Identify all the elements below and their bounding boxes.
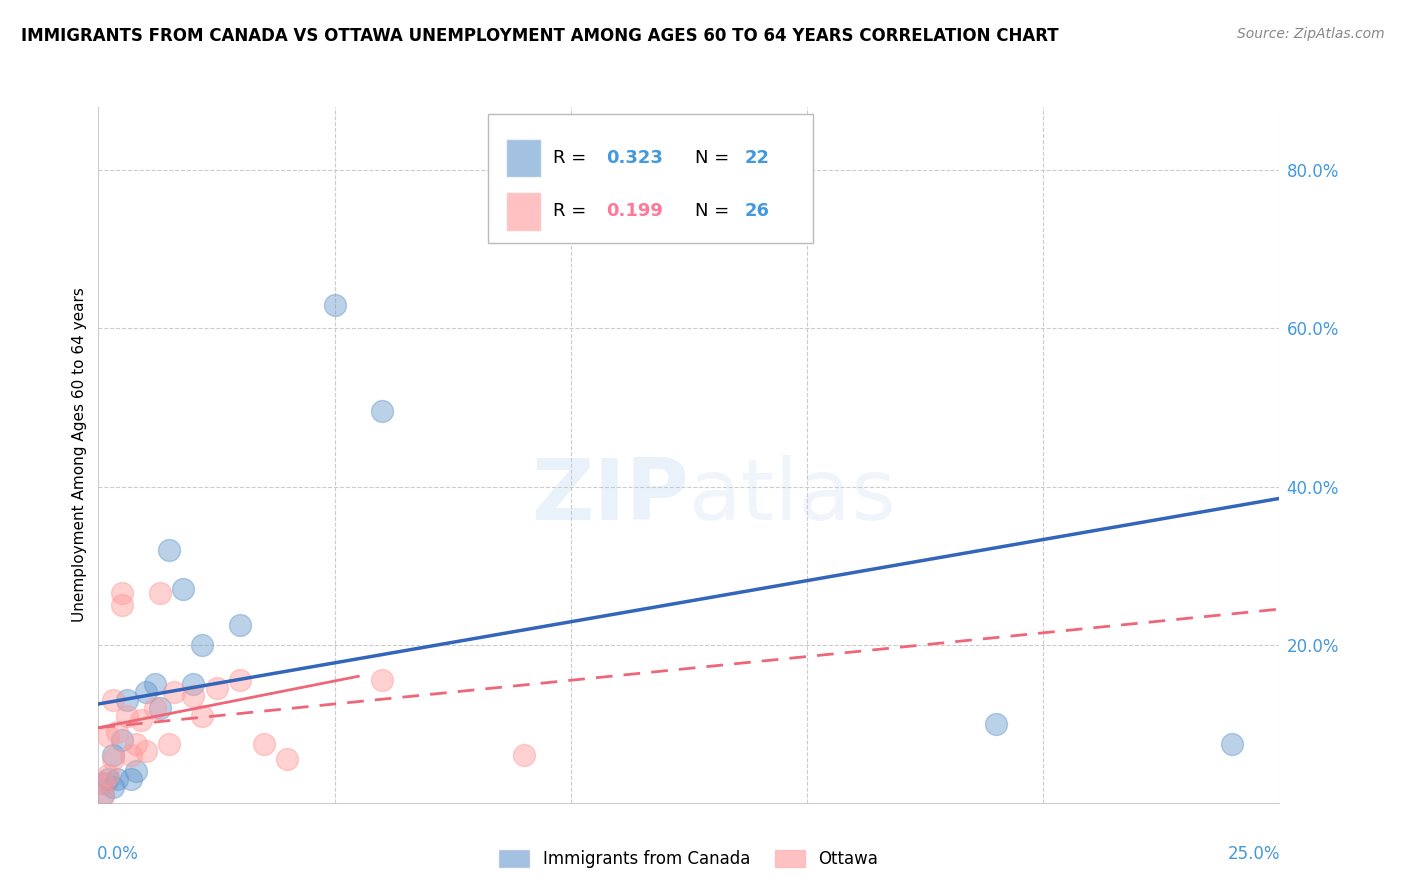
- Point: [125, 764, 148, 779]
- Point: [229, 673, 252, 688]
- Point: [91, 788, 114, 802]
- Point: [323, 298, 346, 312]
- Point: [157, 542, 180, 557]
- Point: [157, 737, 180, 751]
- Point: [276, 752, 298, 766]
- Text: 25.0%: 25.0%: [1229, 845, 1281, 863]
- Legend: Immigrants from Canada, Ottawa: Immigrants from Canada, Ottawa: [494, 843, 884, 874]
- Text: 0.0%: 0.0%: [97, 845, 139, 863]
- Point: [181, 677, 204, 691]
- Point: [97, 768, 120, 782]
- Point: [115, 693, 138, 707]
- Text: 0.323: 0.323: [606, 149, 664, 167]
- Point: [371, 404, 394, 418]
- Point: [163, 685, 186, 699]
- Point: [253, 737, 276, 751]
- Point: [97, 772, 120, 786]
- Text: 0.199: 0.199: [606, 202, 664, 220]
- Point: [191, 638, 214, 652]
- Point: [105, 772, 128, 786]
- Point: [101, 693, 124, 707]
- Point: [121, 748, 143, 763]
- Point: [1220, 737, 1243, 751]
- Text: Source: ZipAtlas.com: Source: ZipAtlas.com: [1237, 27, 1385, 41]
- Point: [135, 744, 157, 758]
- Point: [371, 673, 394, 688]
- Text: 22: 22: [744, 149, 769, 167]
- Point: [149, 701, 172, 715]
- FancyBboxPatch shape: [488, 114, 813, 243]
- Point: [149, 586, 172, 600]
- Text: R =: R =: [553, 149, 592, 167]
- Y-axis label: Unemployment Among Ages 60 to 64 years: Unemployment Among Ages 60 to 64 years: [72, 287, 87, 623]
- Point: [143, 677, 166, 691]
- Bar: [506, 193, 541, 230]
- Bar: [506, 138, 541, 177]
- Point: [91, 776, 114, 790]
- Point: [172, 582, 194, 597]
- Point: [125, 737, 148, 751]
- Point: [91, 788, 114, 802]
- Text: N =: N =: [695, 149, 735, 167]
- Point: [111, 586, 134, 600]
- Text: N =: N =: [695, 202, 735, 220]
- Text: ZIP: ZIP: [531, 455, 689, 538]
- Point: [121, 772, 143, 786]
- Text: atlas: atlas: [689, 455, 897, 538]
- Point: [205, 681, 228, 695]
- Text: IMMIGRANTS FROM CANADA VS OTTAWA UNEMPLOYMENT AMONG AGES 60 TO 64 YEARS CORRELAT: IMMIGRANTS FROM CANADA VS OTTAWA UNEMPLO…: [21, 27, 1059, 45]
- Point: [229, 618, 252, 632]
- Point: [101, 780, 124, 794]
- Point: [512, 748, 534, 763]
- Point: [91, 776, 114, 790]
- Point: [143, 701, 166, 715]
- Point: [101, 752, 124, 766]
- Point: [111, 598, 134, 612]
- Text: 26: 26: [744, 202, 769, 220]
- Text: R =: R =: [553, 202, 592, 220]
- Point: [105, 724, 128, 739]
- Point: [101, 748, 124, 763]
- Point: [97, 729, 120, 743]
- Point: [984, 716, 1007, 731]
- Point: [135, 685, 157, 699]
- Point: [181, 689, 204, 703]
- Point: [115, 708, 138, 723]
- Point: [111, 732, 134, 747]
- Point: [129, 713, 152, 727]
- Point: [191, 708, 214, 723]
